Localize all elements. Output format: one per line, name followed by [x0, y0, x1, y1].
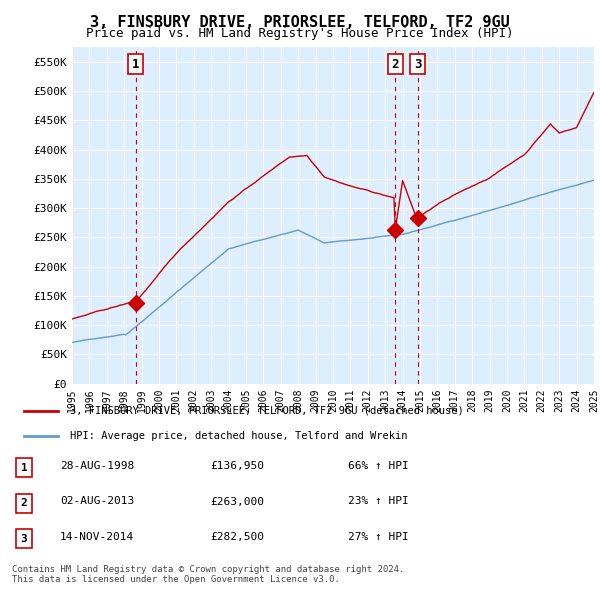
Text: 14-NOV-2014: 14-NOV-2014 — [60, 532, 134, 542]
Text: £136,950: £136,950 — [210, 461, 264, 471]
Text: Price paid vs. HM Land Registry's House Price Index (HPI): Price paid vs. HM Land Registry's House … — [86, 27, 514, 40]
Text: £263,000: £263,000 — [210, 497, 264, 506]
Text: 28-AUG-1998: 28-AUG-1998 — [60, 461, 134, 471]
Text: 02-AUG-2013: 02-AUG-2013 — [60, 497, 134, 506]
Text: Contains HM Land Registry data © Crown copyright and database right 2024.
This d: Contains HM Land Registry data © Crown c… — [12, 565, 404, 584]
Text: 27% ↑ HPI: 27% ↑ HPI — [348, 532, 409, 542]
Text: £282,500: £282,500 — [210, 532, 264, 542]
Text: 2: 2 — [20, 499, 28, 508]
Text: 3, FINSBURY DRIVE, PRIORSLEE, TELFORD, TF2 9GU: 3, FINSBURY DRIVE, PRIORSLEE, TELFORD, T… — [90, 15, 510, 30]
Text: 3, FINSBURY DRIVE, PRIORSLEE, TELFORD, TF2 9GU (detached house): 3, FINSBURY DRIVE, PRIORSLEE, TELFORD, T… — [70, 406, 463, 416]
Text: 1: 1 — [132, 57, 139, 71]
Text: HPI: Average price, detached house, Telford and Wrekin: HPI: Average price, detached house, Telf… — [70, 431, 407, 441]
Text: 1: 1 — [20, 463, 28, 473]
Text: 3: 3 — [414, 57, 421, 71]
Text: 3: 3 — [20, 534, 28, 543]
Text: 2: 2 — [392, 57, 399, 71]
Text: 23% ↑ HPI: 23% ↑ HPI — [348, 497, 409, 506]
Text: 66% ↑ HPI: 66% ↑ HPI — [348, 461, 409, 471]
